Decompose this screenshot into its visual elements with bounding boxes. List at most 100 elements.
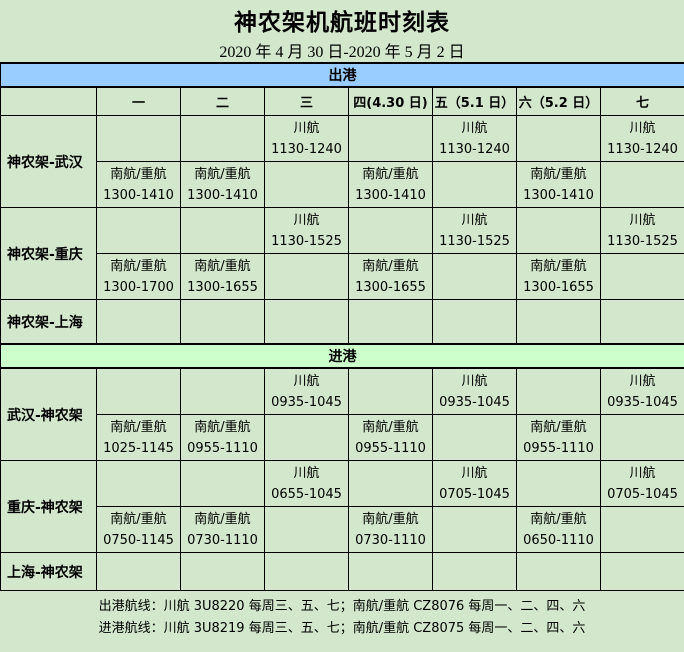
airline-name: 南航/重航 xyxy=(110,258,167,274)
flight-time: 0705-1045 xyxy=(607,486,678,502)
flight-time: 1025-1145 xyxy=(103,440,174,456)
empty-cell xyxy=(516,299,601,345)
section-header-departure: 出港 xyxy=(0,62,684,88)
flight-time: 1130-1525 xyxy=(607,233,678,249)
flight-cell: 南航/重航 1300-1655 xyxy=(516,253,601,300)
empty-cell xyxy=(516,115,601,162)
route-cell: 武汉-神农架 xyxy=(0,367,97,461)
airline-name: 川航 xyxy=(629,212,656,228)
empty-cell xyxy=(180,460,265,507)
day-header-cell: 五（5.1 日） xyxy=(432,86,517,116)
empty-cell xyxy=(96,460,181,507)
airline-name: 南航/重航 xyxy=(194,419,251,435)
airline-name: 南航/重航 xyxy=(110,166,167,182)
empty-cell xyxy=(264,299,349,345)
airline-name: 川航 xyxy=(461,465,488,481)
airline-name: 川航 xyxy=(293,373,320,389)
airline-name: 南航/重航 xyxy=(194,258,251,274)
empty-cell xyxy=(180,115,265,162)
flight-time: 1300-1410 xyxy=(187,187,258,203)
flight-time: 0705-1045 xyxy=(439,486,510,502)
empty-cell xyxy=(96,299,181,345)
arrival-note: 进港航线：川航 3U8219 每周三、五、七；南航/重航 CZ8075 每周一、… xyxy=(98,621,586,636)
flight-cell: 川航 0935-1045 xyxy=(600,367,684,415)
empty-cell xyxy=(96,115,181,162)
airline-name: 南航/重航 xyxy=(194,166,251,182)
route-cell: 重庆-神农架 xyxy=(0,460,97,553)
empty-cell xyxy=(264,253,349,300)
flight-time: 0730-1110 xyxy=(187,532,258,548)
airline-name: 南航/重航 xyxy=(362,258,419,274)
empty-cell xyxy=(516,460,601,507)
empty-cell xyxy=(432,552,517,591)
route-cell: 神农架-重庆 xyxy=(0,207,97,300)
empty-cell xyxy=(264,414,349,461)
airline-name: 南航/重航 xyxy=(530,419,587,435)
flight-time: 1130-1240 xyxy=(271,141,342,157)
flight-cell: 南航/重航 0955-1110 xyxy=(516,414,601,461)
empty-cell xyxy=(264,552,349,591)
flight-cell: 南航/重航 1300-1655 xyxy=(180,253,265,300)
empty-cell xyxy=(600,299,684,345)
empty-cell xyxy=(348,460,433,507)
flight-cell: 南航/重航 0730-1110 xyxy=(180,506,265,553)
empty-cell xyxy=(348,299,433,345)
flight-cell: 南航/重航 0750-1145 xyxy=(96,506,181,553)
flight-cell: 南航/重航 1300-1410 xyxy=(348,161,433,208)
airline-name: 南航/重航 xyxy=(110,511,167,527)
airline-name: 南航/重航 xyxy=(362,166,419,182)
airline-name: 川航 xyxy=(461,212,488,228)
flight-cell: 南航/重航 0730-1110 xyxy=(348,506,433,553)
empty-cell xyxy=(432,414,517,461)
page-header: 神农架机航班时刻表 2020 年 4 月 30 日-2020 年 5 月 2 日 xyxy=(0,0,684,62)
empty-cell xyxy=(432,506,517,553)
flight-cell: 川航 0705-1045 xyxy=(432,460,517,507)
flight-time: 0750-1145 xyxy=(103,532,174,548)
flight-cell: 南航/重航 1300-1700 xyxy=(96,253,181,300)
airline-name: 南航/重航 xyxy=(530,258,587,274)
flight-time: 0730-1110 xyxy=(355,532,426,548)
flight-time: 1130-1240 xyxy=(439,141,510,157)
airline-name: 川航 xyxy=(293,120,320,136)
empty-cell xyxy=(180,299,265,345)
airline-name: 南航/重航 xyxy=(362,511,419,527)
airline-name: 川航 xyxy=(629,120,656,136)
day-header-cell: 一 xyxy=(96,86,181,116)
empty-cell xyxy=(516,552,601,591)
day-header-cell: 二 xyxy=(180,86,265,116)
empty-cell xyxy=(264,506,349,553)
airline-name: 川航 xyxy=(461,120,488,136)
airline-name: 南航/重航 xyxy=(110,419,167,435)
empty-cell xyxy=(180,367,265,415)
flight-time: 0935-1045 xyxy=(439,394,510,410)
airline-name: 川航 xyxy=(293,465,320,481)
flight-cell: 川航 1130-1240 xyxy=(264,115,349,162)
empty-cell xyxy=(432,299,517,345)
route-cell: 神农架-武汉 xyxy=(0,115,97,208)
flight-time: 1300-1410 xyxy=(523,187,594,203)
flight-time: 1300-1410 xyxy=(355,187,426,203)
flight-schedule-table: 出港一二三四(4.30 日) 五（5.1 日） 六（5.2 日）七神农架-武汉 川航 1… xyxy=(0,62,684,591)
page-title: 神农架机航班时刻表 xyxy=(234,10,450,36)
empty-cell xyxy=(600,552,684,591)
footer-notes: 出港航线：川航 3U8220 每周三、五、七；南航/重航 CZ8076 每周一、… xyxy=(0,596,684,640)
empty-cell xyxy=(600,253,684,300)
route-cell: 上海-神农架 xyxy=(0,552,97,591)
airline-name: 南航/重航 xyxy=(194,511,251,527)
flight-cell: 川航 0655-1045 xyxy=(264,460,349,507)
day-header-cell: 四(4.30 日) xyxy=(348,86,433,116)
flight-time: 1300-1655 xyxy=(523,279,594,295)
flight-cell: 川航 0935-1045 xyxy=(264,367,349,415)
empty-cell xyxy=(600,506,684,553)
flight-time: 0935-1045 xyxy=(271,394,342,410)
day-header-cell: 六（5.2 日） xyxy=(516,86,601,116)
airline-name: 川航 xyxy=(461,373,488,389)
flight-cell: 川航 0935-1045 xyxy=(432,367,517,415)
empty-cell xyxy=(516,207,601,254)
airline-name: 南航/重航 xyxy=(362,419,419,435)
flight-cell: 南航/重航 0650-1110 xyxy=(516,506,601,553)
airline-name: 川航 xyxy=(629,465,656,481)
empty-cell xyxy=(348,367,433,415)
empty-cell xyxy=(96,367,181,415)
flight-time: 1130-1525 xyxy=(439,233,510,249)
